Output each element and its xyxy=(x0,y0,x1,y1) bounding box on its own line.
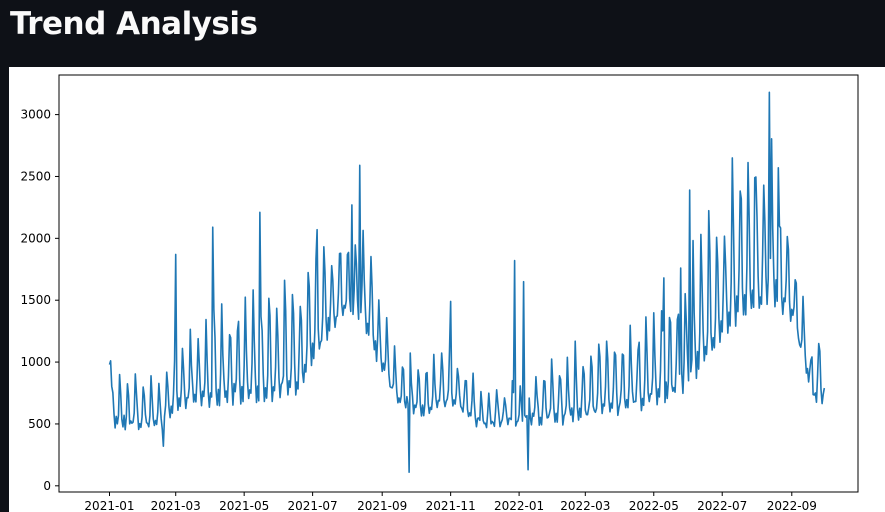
plot-frame xyxy=(58,74,859,493)
x-tick-label: 2021-11 xyxy=(426,499,476,512)
series-line xyxy=(108,91,826,473)
y-tick-label: 1000 xyxy=(20,355,51,369)
y-tick-label: 2000 xyxy=(20,231,51,245)
x-tick-label: 2022-01 xyxy=(494,499,544,512)
y-tick-label: 500 xyxy=(28,417,51,431)
y-tick-label: 0 xyxy=(43,479,51,493)
chart-svg: 0 500 1000 1500 2000 2500 3000 2021-01 2021-03 20… xyxy=(20,74,859,512)
x-tick-label: 2022-09 xyxy=(767,499,817,512)
page-title: Trend Analysis xyxy=(10,6,258,42)
x-tick-label: 2022-07 xyxy=(697,499,747,512)
x-tick-label: 2021-07 xyxy=(288,499,338,512)
x-tick-label: 2021-03 xyxy=(151,499,201,512)
x-tick-label: 2022-05 xyxy=(629,499,679,512)
chart-panel: 0 500 1000 1500 2000 2500 3000 2021-01 2021-03 20… xyxy=(9,67,885,512)
plot-layer xyxy=(108,91,826,473)
x-tick-label: 2021-05 xyxy=(219,499,269,512)
y-tick-label: 2500 xyxy=(20,169,51,183)
x-tick-label: 2021-09 xyxy=(357,499,407,512)
y-tick-label: 1500 xyxy=(20,293,51,307)
x-tick-label: 2021-01 xyxy=(84,499,134,512)
x-tick-label: 2022-03 xyxy=(560,499,610,512)
y-tick-label: 3000 xyxy=(20,108,51,122)
axis-layer: 0 500 1000 1500 2000 2500 3000 2021-01 2021-03 20… xyxy=(20,108,816,512)
